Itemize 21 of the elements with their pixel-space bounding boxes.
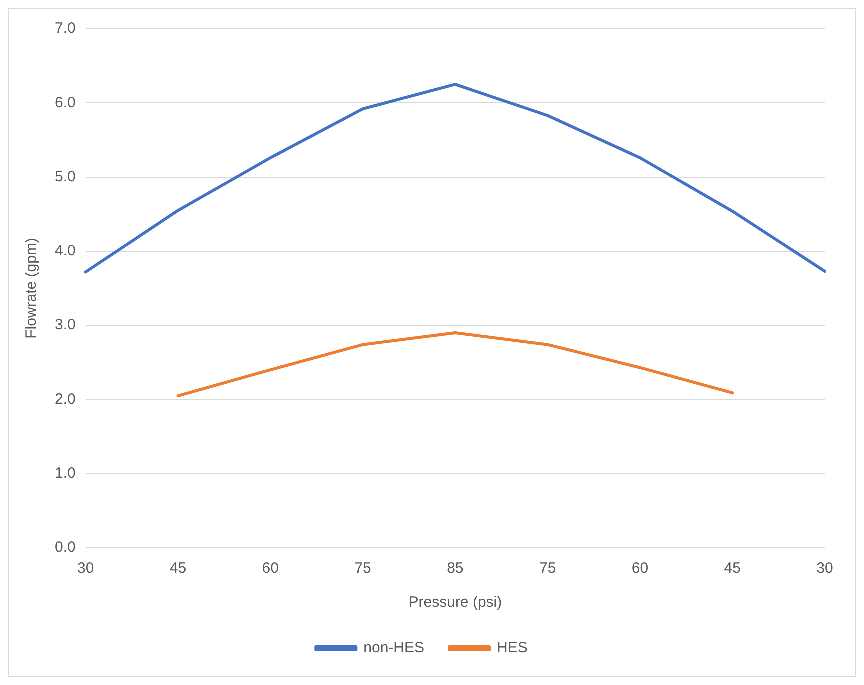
y-tick-label: 4.0 xyxy=(54,242,76,260)
x-tick-label: 45 xyxy=(724,560,741,578)
x-tick-label: 30 xyxy=(816,560,834,578)
x-tick-label: 60 xyxy=(262,560,279,578)
y-axis-title: Flowrate (gpm) xyxy=(23,238,40,339)
x-tick-label: 45 xyxy=(170,560,187,578)
y-tick-label: 7.0 xyxy=(54,20,76,38)
legend-label: HES xyxy=(497,640,528,657)
y-tick-label: 3.0 xyxy=(54,316,76,334)
y-tick-label: 5.0 xyxy=(54,168,76,186)
legend-label: non-HES xyxy=(364,640,425,657)
x-tick-label: 30 xyxy=(78,560,94,578)
y-tick-label: 2.0 xyxy=(54,390,76,408)
x-tick-label: 75 xyxy=(539,560,556,578)
x-axis-title: Pressure (psi) xyxy=(408,594,502,612)
x-tick-label: 60 xyxy=(632,560,649,578)
y-tick-label: 1.0 xyxy=(54,465,76,482)
y-tick-label: 0.0 xyxy=(54,539,76,556)
y-tick-label: 6.0 xyxy=(54,94,76,112)
x-tick-label: 75 xyxy=(354,560,372,578)
x-tick-label: 85 xyxy=(447,560,464,578)
